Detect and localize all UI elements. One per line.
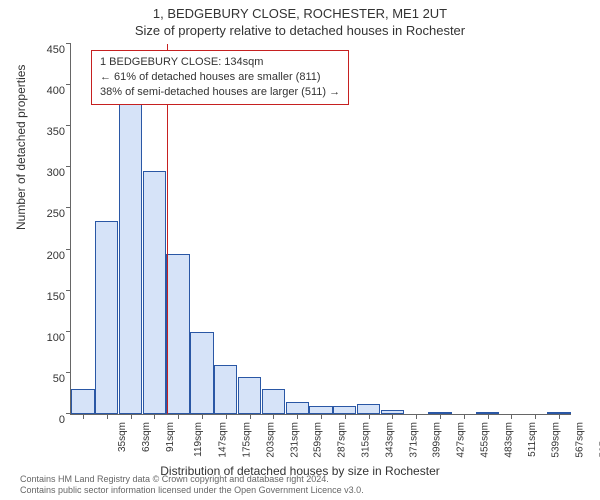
y-tick-mark <box>66 125 71 126</box>
x-tick-label: 399sqm <box>432 422 443 458</box>
x-tick-label: 371sqm <box>408 422 419 458</box>
callout-line: 38% of semi-detached houses are larger (… <box>100 85 340 100</box>
histogram-bar <box>238 377 261 414</box>
x-tick-mark <box>511 414 512 419</box>
x-tick-label: 147sqm <box>218 422 229 458</box>
y-tick-label: 150 <box>35 291 71 303</box>
y-axis-label: Number of detached properties <box>14 65 28 230</box>
x-tick-label: 91sqm <box>165 422 176 452</box>
y-tick-label: 300 <box>35 167 71 179</box>
histogram-bar <box>95 221 118 414</box>
x-tick-label: 175sqm <box>242 422 253 458</box>
x-tick-label: 203sqm <box>265 422 276 458</box>
x-tick-label: 287sqm <box>337 422 348 458</box>
x-tick-label: 539sqm <box>551 422 562 458</box>
y-tick-label: 250 <box>35 208 71 220</box>
histogram-bar <box>166 254 189 414</box>
y-tick-mark <box>66 331 71 332</box>
y-tick-label: 450 <box>35 44 71 56</box>
x-tick-mark <box>83 414 84 419</box>
marker-callout: 1 BEDGEBURY CLOSE: 134sqm← 61% of detach… <box>91 50 349 105</box>
attribution-footer: Contains HM Land Registry data © Crown c… <box>20 474 590 496</box>
x-tick-mark <box>369 414 370 419</box>
x-tick-mark <box>345 414 346 419</box>
y-tick-mark <box>66 43 71 44</box>
x-tick-mark <box>440 414 441 419</box>
histogram-bar <box>190 332 213 414</box>
histogram-bar <box>262 389 285 414</box>
x-tick-mark <box>178 414 179 419</box>
callout-line: 1 BEDGEBURY CLOSE: 134sqm <box>100 55 340 70</box>
footer-line-2: Contains public sector information licen… <box>20 485 590 496</box>
footer-line-1: Contains HM Land Registry data © Crown c… <box>20 474 590 485</box>
x-tick-label: 119sqm <box>193 422 204 457</box>
y-tick-mark <box>66 290 71 291</box>
x-tick-mark <box>464 414 465 419</box>
y-tick-label: 50 <box>35 373 71 385</box>
x-tick-mark <box>250 414 251 419</box>
histogram-bar <box>143 171 166 414</box>
x-tick-label: 231sqm <box>289 422 300 458</box>
x-tick-mark <box>131 414 132 419</box>
y-tick-mark <box>66 207 71 208</box>
x-tick-label: 567sqm <box>575 422 586 458</box>
histogram-bar <box>71 389 94 414</box>
y-tick-label: 350 <box>35 126 71 138</box>
x-tick-mark <box>226 414 227 419</box>
y-tick-label: 400 <box>35 85 71 97</box>
x-tick-mark <box>273 414 274 419</box>
y-tick-mark <box>66 166 71 167</box>
y-tick-label: 0 <box>35 414 71 426</box>
x-tick-label: 315sqm <box>361 422 372 458</box>
histogram-bar <box>333 406 356 414</box>
x-tick-label: 511sqm <box>527 422 538 457</box>
page-title-address: 1, BEDGEBURY CLOSE, ROCHESTER, ME1 2UT <box>0 0 600 21</box>
y-tick-label: 200 <box>35 250 71 262</box>
x-tick-mark <box>535 414 536 419</box>
x-tick-mark <box>202 414 203 419</box>
histogram-bar <box>119 93 142 414</box>
x-tick-mark <box>321 414 322 419</box>
x-tick-label: 343sqm <box>384 422 395 458</box>
x-tick-label: 455sqm <box>480 422 491 458</box>
x-tick-mark <box>154 414 155 419</box>
x-tick-mark <box>559 414 560 419</box>
histogram-bar <box>357 404 380 414</box>
histogram-plot: 05010015020025030035040045035sqm63sqm91s… <box>70 44 571 415</box>
x-tick-mark <box>392 414 393 419</box>
x-tick-mark <box>488 414 489 419</box>
callout-line: ← 61% of detached houses are smaller (81… <box>100 70 340 85</box>
x-tick-label: 259sqm <box>313 422 324 458</box>
y-tick-mark <box>66 372 71 373</box>
histogram-bar <box>286 402 309 414</box>
y-tick-label: 100 <box>35 332 71 344</box>
page-subtitle: Size of property relative to detached ho… <box>0 21 600 38</box>
x-tick-mark <box>297 414 298 419</box>
x-tick-label: 427sqm <box>456 422 467 458</box>
x-tick-label: 483sqm <box>503 422 514 458</box>
histogram-bar <box>214 365 237 414</box>
x-tick-mark <box>107 414 108 419</box>
y-tick-mark <box>66 249 71 250</box>
histogram-bar <box>309 406 332 414</box>
x-tick-label: 35sqm <box>117 422 128 452</box>
x-tick-mark <box>416 414 417 419</box>
y-tick-mark <box>66 84 71 85</box>
x-tick-label: 63sqm <box>141 422 152 452</box>
